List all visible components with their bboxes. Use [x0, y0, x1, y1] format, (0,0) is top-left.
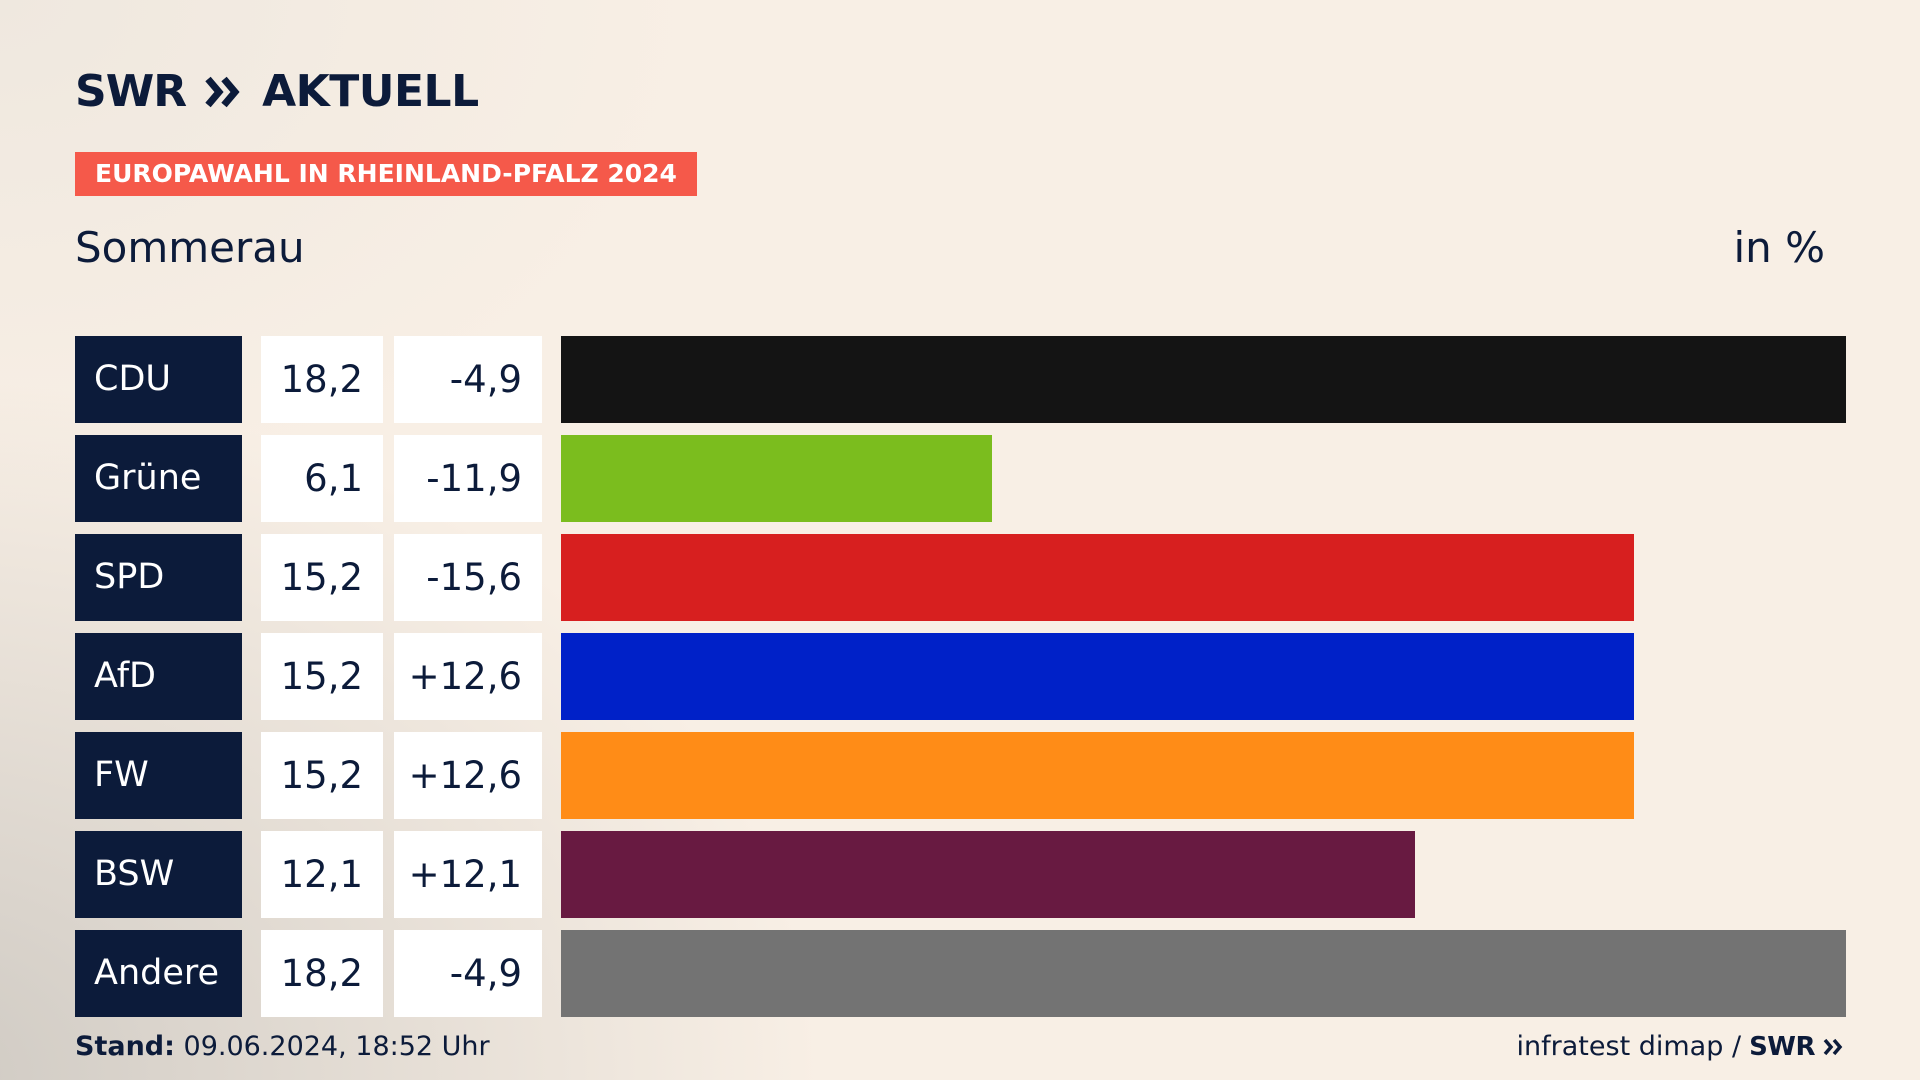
result-bar: [561, 633, 1634, 720]
election-badge: EUROPAWAHL IN RHEINLAND-PFALZ 2024: [75, 152, 697, 196]
vote-change-value: +12,1: [394, 831, 542, 918]
logo-aktuell-text: AKTUELL: [262, 66, 479, 117]
results-chart: CDU 18,2 -4,9 Grüne 6,1 -11,9 SPD 15,2 -15,6 AfD 1…: [75, 336, 1846, 1029]
party-label: Grüne: [75, 435, 242, 522]
party-label: SPD: [75, 534, 242, 621]
party-label: Andere: [75, 930, 242, 1017]
swr-aktuell-logo: SWR AKTUELL: [75, 66, 479, 118]
result-bar: [561, 336, 1846, 423]
result-bar: [561, 435, 992, 522]
result-bar: [561, 534, 1634, 621]
vote-change-value: -4,9: [394, 930, 542, 1017]
vote-change-value: -15,6: [394, 534, 542, 621]
logo-swr-text: SWR: [75, 66, 187, 117]
location-title: Sommerau: [75, 223, 305, 272]
result-row: SPD 15,2 -15,6: [75, 534, 1846, 621]
vote-change-value: +12,6: [394, 633, 542, 720]
party-label: FW: [75, 732, 242, 819]
result-row: CDU 18,2 -4,9: [75, 336, 1846, 423]
vote-change-value: -11,9: [394, 435, 542, 522]
result-bar: [561, 732, 1634, 819]
stand-value: 09.06.2024, 18:52 Uhr: [183, 1031, 490, 1062]
vote-share-value: 15,2: [261, 633, 383, 720]
vote-change-value: -4,9: [394, 336, 542, 423]
vote-share-value: 15,2: [261, 732, 383, 819]
result-row: Grüne 6,1 -11,9: [75, 435, 1846, 522]
stand-label: Stand:: [75, 1031, 175, 1062]
party-label: BSW: [75, 831, 242, 918]
vote-share-value: 15,2: [261, 534, 383, 621]
vote-share-value: 12,1: [261, 831, 383, 918]
result-bar: [561, 831, 1415, 918]
party-label: CDU: [75, 336, 242, 423]
result-row: AfD 15,2 +12,6: [75, 633, 1846, 720]
result-row: Andere 18,2 -4,9: [75, 930, 1846, 1017]
result-row: BSW 12,1 +12,1: [75, 831, 1846, 918]
double-chevron-icon: [205, 76, 240, 108]
source-swr-logo-text: SWR: [1749, 1032, 1815, 1062]
vote-change-value: +12,6: [394, 732, 542, 819]
source-text: infratest dimap /: [1516, 1031, 1742, 1062]
vote-share-value: 18,2: [261, 930, 383, 1017]
vote-share-value: 18,2: [261, 336, 383, 423]
small-double-chevron-icon: [1823, 1038, 1843, 1056]
unit-label: in %: [1733, 223, 1825, 272]
source-credit: infratest dimap / SWR: [1517, 1030, 1845, 1064]
timestamp: Stand: 09.06.2024, 18:52 Uhr: [75, 1030, 490, 1064]
party-label: AfD: [75, 633, 242, 720]
result-bar: [561, 930, 1846, 1017]
vote-share-value: 6,1: [261, 435, 383, 522]
result-row: FW 15,2 +12,6: [75, 732, 1846, 819]
